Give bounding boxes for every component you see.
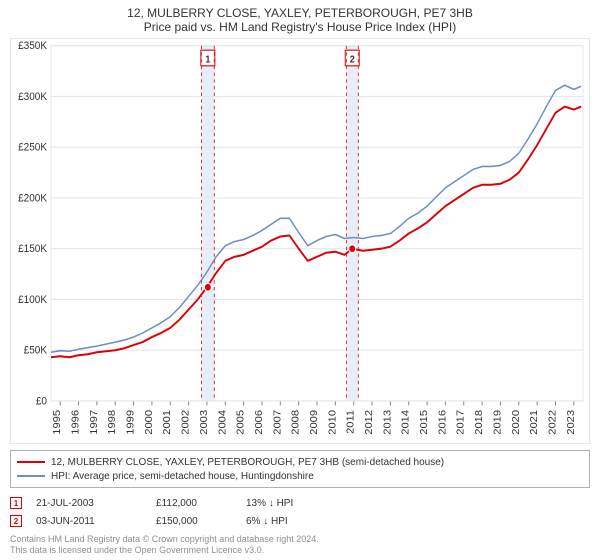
- svg-text:2012: 2012: [364, 410, 375, 435]
- svg-text:1995: 1995: [52, 410, 63, 435]
- svg-text:2007: 2007: [272, 410, 283, 435]
- svg-text:1998: 1998: [107, 410, 118, 435]
- svg-text:2022: 2022: [547, 410, 558, 435]
- transaction-date: 21-JUL-2003: [36, 498, 156, 509]
- chart-svg: £0 £50K £100K £150K £200K £250K £300K £350K 1995…: [11, 39, 589, 443]
- svg-text:2018: 2018: [474, 410, 485, 435]
- transaction-date: 03-JUN-2011: [36, 516, 156, 527]
- svg-text:£150K: £150K: [18, 243, 47, 256]
- transaction-delta: 13% ↓ HPI: [246, 498, 346, 509]
- transaction-table: 1 21-JUL-2003 £112,000 13% ↓ HPI 2 03-JU…: [10, 494, 590, 530]
- legend-row-hpi: HPI: Average price, semi-detached house,…: [17, 469, 583, 483]
- svg-text:£0: £0: [36, 395, 47, 408]
- legend-label-hpi: HPI: Average price, semi-detached house,…: [51, 471, 314, 482]
- legend-box: 12, MULBERRY CLOSE, YAXLEY, PETERBOROUGH…: [10, 450, 590, 488]
- legend-swatch-hpi: [17, 475, 45, 477]
- svg-text:2023: 2023: [565, 410, 576, 435]
- transaction-marker-icon: 1: [10, 497, 22, 509]
- svg-text:2013: 2013: [382, 410, 393, 435]
- svg-text:2011: 2011: [345, 410, 356, 434]
- svg-text:2014: 2014: [400, 410, 411, 435]
- svg-text:2008: 2008: [290, 410, 301, 435]
- svg-text:£50K: £50K: [24, 344, 47, 357]
- title-line2: Price paid vs. HM Land Registry's House …: [10, 20, 590, 34]
- svg-text:2015: 2015: [419, 410, 430, 435]
- svg-text:2: 2: [350, 54, 355, 66]
- transaction-price: £112,000: [156, 498, 246, 509]
- svg-text:£200K: £200K: [18, 192, 47, 205]
- svg-text:2017: 2017: [455, 410, 466, 435]
- transaction-row: 1 21-JUL-2003 £112,000 13% ↓ HPI: [10, 494, 590, 512]
- svg-text:2003: 2003: [198, 410, 209, 435]
- transaction-marker-icon: 2: [10, 515, 22, 527]
- svg-text:1: 1: [205, 54, 211, 66]
- svg-text:2005: 2005: [235, 410, 246, 435]
- chart-title-block: 12, MULBERRY CLOSE, YAXLEY, PETERBOROUGH…: [10, 6, 590, 34]
- svg-text:1999: 1999: [125, 410, 136, 435]
- legend-row-property: 12, MULBERRY CLOSE, YAXLEY, PETERBOROUGH…: [17, 455, 583, 469]
- svg-text:2020: 2020: [510, 410, 521, 435]
- svg-text:2019: 2019: [492, 410, 503, 435]
- svg-text:2004: 2004: [217, 410, 228, 435]
- transaction-delta: 6% ↓ HPI: [246, 516, 346, 527]
- svg-text:2006: 2006: [253, 410, 264, 435]
- transaction-price: £150,000: [156, 516, 246, 527]
- svg-text:2000: 2000: [143, 410, 154, 435]
- chart-area: £0 £50K £100K £150K £200K £250K £300K £350K 1995…: [10, 38, 590, 444]
- svg-text:2016: 2016: [437, 410, 448, 435]
- svg-text:1996: 1996: [70, 410, 81, 435]
- svg-text:£100K: £100K: [18, 293, 47, 306]
- footer-line2: This data is licensed under the Open Gov…: [10, 545, 590, 556]
- footer-line1: Contains HM Land Registry data © Crown c…: [10, 534, 590, 545]
- transaction-row: 2 03-JUN-2011 £150,000 6% ↓ HPI: [10, 512, 590, 530]
- svg-text:£350K: £350K: [18, 40, 47, 53]
- legend-label-property: 12, MULBERRY CLOSE, YAXLEY, PETERBOROUGH…: [51, 457, 444, 468]
- legend-swatch-property: [17, 461, 45, 463]
- svg-text:2010: 2010: [327, 410, 338, 435]
- svg-text:2001: 2001: [162, 410, 173, 435]
- footer: Contains HM Land Registry data © Crown c…: [10, 534, 590, 556]
- title-line1: 12, MULBERRY CLOSE, YAXLEY, PETERBOROUGH…: [10, 6, 590, 20]
- svg-text:1997: 1997: [88, 410, 99, 435]
- svg-text:£300K: £300K: [18, 90, 47, 103]
- svg-text:2009: 2009: [309, 410, 320, 435]
- svg-text:£250K: £250K: [18, 141, 47, 154]
- svg-text:2021: 2021: [529, 410, 540, 435]
- svg-text:2002: 2002: [180, 410, 191, 435]
